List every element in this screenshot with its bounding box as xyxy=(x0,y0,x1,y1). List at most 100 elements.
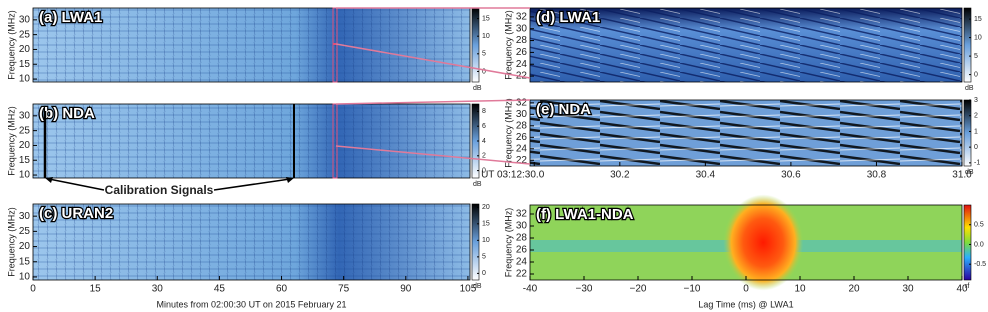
x-tick-label: 30 xyxy=(902,284,914,295)
y-tick-label: 15 xyxy=(19,59,31,70)
plot-frame xyxy=(32,203,471,281)
x-tick-label: 30 xyxy=(152,284,164,295)
colorbar-tick-label: 6 xyxy=(482,123,486,130)
panel-title: (f) LWA1-NDA xyxy=(536,206,634,223)
x-tick-label: 30.6 xyxy=(781,170,801,181)
x-tick-label: 40 xyxy=(956,284,968,295)
colorbar-tick-label: 8 xyxy=(482,108,486,115)
colorbar-tick-label: 5 xyxy=(482,51,486,58)
x-tick-label: −10 xyxy=(684,284,701,295)
colorbar-tick-label: 10 xyxy=(482,237,490,244)
heatmap-peak xyxy=(723,194,804,291)
y-tick-label: 32 xyxy=(516,12,528,23)
zoom-line xyxy=(335,43,531,79)
colorbar-tick-label: 5 xyxy=(482,254,486,261)
y-tick-label: 15 xyxy=(19,256,31,267)
x-tick-label: 30.8 xyxy=(867,170,887,181)
colorbar-tick-label: 0 xyxy=(974,71,978,78)
y-tick-label: 30 xyxy=(19,211,31,222)
y-tick-label: 20 xyxy=(19,241,31,252)
x-tick-label: 60 xyxy=(276,284,288,295)
y-tick-label: 10 xyxy=(19,74,31,85)
colorbar-tick-label: -0.5 xyxy=(974,261,986,268)
panel-title: (d) LWA1 xyxy=(536,9,600,26)
plot-texture xyxy=(530,8,962,82)
colorbar-tick-label: 0 xyxy=(974,144,978,151)
plot-frame xyxy=(529,7,963,83)
y-tick-label: 26 xyxy=(516,47,528,58)
x-tick-label: 0 xyxy=(743,284,749,295)
colorbar-tick-label: 0 xyxy=(482,167,486,174)
y-tick-label: 28 xyxy=(516,233,528,244)
x-tick-label: UT 03:12:30.0 xyxy=(481,170,545,181)
colorbar-label: dB xyxy=(965,169,974,176)
panel-title: (e) NDA xyxy=(536,101,591,118)
x-tick-label: −20 xyxy=(630,284,647,295)
colorbar-tick-label: 2 xyxy=(974,113,978,120)
colorbar-label: rf xyxy=(965,283,969,290)
annotation: Calibration Signals xyxy=(105,183,214,197)
y-tick-label: 10 xyxy=(19,170,31,181)
colorbar-label: dB xyxy=(473,85,482,92)
y-tick-label: 26 xyxy=(516,245,528,256)
y-tick-label: 28 xyxy=(516,120,528,131)
annotation-box xyxy=(104,183,214,199)
panel-title: (b) NDA xyxy=(39,105,95,122)
y-tick-label: 20 xyxy=(19,44,31,55)
colorbar-tick-label: 15 xyxy=(974,16,982,23)
x-tick-label: 105 xyxy=(460,284,477,295)
colorbar xyxy=(963,204,972,281)
x-tick-label: −30 xyxy=(576,284,593,295)
arrow-head xyxy=(45,177,53,183)
y-axis-label: Frequency (MHz) xyxy=(6,207,16,277)
y-tick-label: 25 xyxy=(19,125,31,136)
colorbar xyxy=(471,203,480,281)
colorbar-tick-label: 15 xyxy=(482,221,490,228)
x-tick-label: 75 xyxy=(338,284,350,295)
colorbar-label: dB xyxy=(473,181,482,188)
x-tick-label: 10 xyxy=(794,284,806,295)
y-tick-label: 24 xyxy=(516,257,528,268)
colorbar-tick-label: 2 xyxy=(482,153,486,160)
x-tick-label: 15 xyxy=(90,284,102,295)
colorbar-label: dB xyxy=(965,85,974,92)
plot-frame xyxy=(32,7,471,83)
colorbar-tick-label: 10 xyxy=(482,33,490,40)
y-tick-label: 24 xyxy=(516,59,528,70)
arrow xyxy=(48,178,105,191)
overlays: Calibration Signals xyxy=(43,7,531,199)
y-tick-label: 24 xyxy=(516,143,528,154)
y-tick-label: 30 xyxy=(19,110,31,121)
y-tick-label: 28 xyxy=(516,35,528,46)
x-tick-label: 20 xyxy=(848,284,860,295)
y-tick-label: 26 xyxy=(516,132,528,143)
plot-texture xyxy=(33,8,470,82)
arrow-head xyxy=(286,177,294,183)
y-tick-label: 15 xyxy=(19,155,31,166)
plot-texture xyxy=(530,100,962,166)
colorbar xyxy=(963,99,972,167)
colorbar-tick-label: 10 xyxy=(974,34,982,41)
zoom-box xyxy=(332,103,338,179)
y-tick-label: 32 xyxy=(516,98,528,109)
colorbar-tick-label: -1 xyxy=(974,160,980,167)
x-tick-label: -40 xyxy=(523,284,538,295)
x-tick-label: 31.0 xyxy=(952,170,972,181)
y-tick-label: 22 xyxy=(516,269,528,280)
plot-texture xyxy=(33,204,470,280)
colorbar-tick-label: 20 xyxy=(482,204,490,211)
y-tick-label: 30 xyxy=(516,23,528,34)
plot-texture xyxy=(33,104,470,178)
y-axis-label: Frequency (MHz) xyxy=(503,10,513,80)
y-axis-label: Frequency (MHz) xyxy=(503,98,513,168)
x-tick-label: 90 xyxy=(400,284,412,295)
y-tick-label: 30 xyxy=(516,221,528,232)
panel-title: (c) URAN2 xyxy=(39,205,113,222)
colorbar-tick-label: 4 xyxy=(482,138,486,145)
colorbar-label: dB xyxy=(473,283,482,290)
y-axis-label: Frequency (MHz) xyxy=(6,10,16,80)
colorbar xyxy=(471,7,480,83)
x-axis-label: Lag Time (ms) @ LWA1 xyxy=(698,299,793,309)
colorbar-tick-label: 0.5 xyxy=(974,222,984,229)
